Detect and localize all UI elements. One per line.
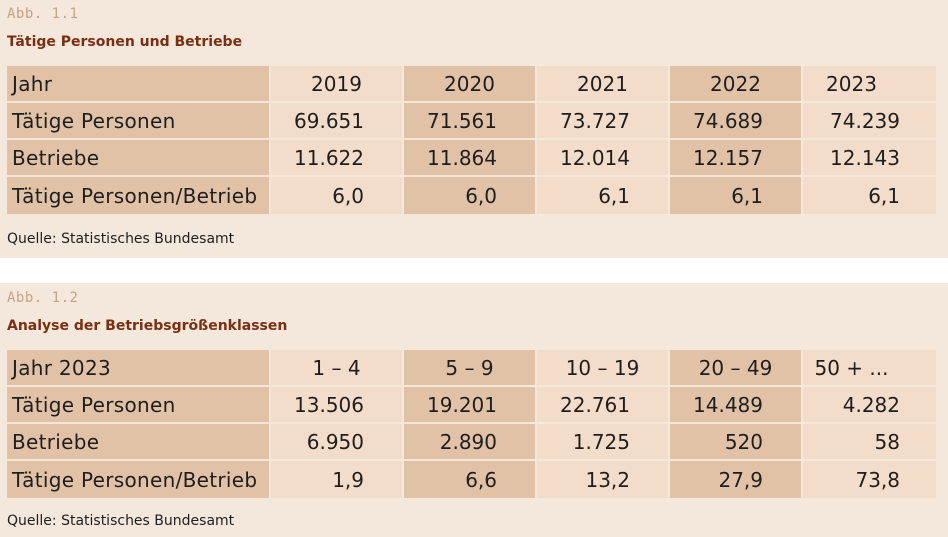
header-cell: 1 – 4	[271, 350, 404, 387]
table-cell: 6,1	[537, 177, 670, 214]
table-cell: 2.890	[404, 424, 537, 461]
table-header-row: Jahr 2023 1 – 4 5 – 9 10 – 19 20 – 49 50…	[7, 350, 936, 387]
table-row: Tätige Personen/Betrieb 1,9 6,6 13,2 27,…	[7, 461, 936, 498]
table-cell: 12.143	[803, 140, 936, 177]
table-cell: 71.561	[404, 103, 537, 140]
row-label: Betriebe	[7, 424, 271, 461]
table-cell: 74.239	[803, 103, 936, 140]
table-cell: 74.689	[670, 103, 803, 140]
row-label: Betriebe	[7, 140, 271, 177]
data-table: Jahr 2019 2020 2021 2022 2023 Tätige Per…	[7, 66, 936, 214]
table-cell: 6.950	[271, 424, 404, 461]
row-label: Tätige Personen/Betrieb	[7, 177, 271, 214]
source-note: Quelle: Statistisches Bundesamt	[7, 231, 235, 247]
table-cell: 1.725	[537, 424, 670, 461]
figure-number: Abb. 1.2	[7, 290, 79, 306]
header-cell: 2021	[537, 66, 670, 103]
table-cell: 73.727	[537, 103, 670, 140]
table-header-row: Jahr 2019 2020 2021 2022 2023	[7, 66, 936, 103]
table-row: Betriebe 11.622 11.864 12.014 12.157 12.…	[7, 140, 936, 177]
figure-title: Analyse der Betriebsgrößenklassen	[7, 318, 288, 334]
header-cell: 50 + ...	[803, 350, 936, 387]
table-cell: 22.761	[537, 387, 670, 424]
table-cell: 6,0	[271, 177, 404, 214]
header-cell: 2022	[670, 66, 803, 103]
table-cell: 58	[803, 424, 936, 461]
table-cell: 13,2	[537, 461, 670, 498]
table-cell: 11.622	[271, 140, 404, 177]
table-cell: 520	[670, 424, 803, 461]
row-label: Tätige Personen/Betrieb	[7, 461, 271, 498]
table-cell: 4.282	[803, 387, 936, 424]
table-cell: 69.651	[271, 103, 404, 140]
table-cell: 12.157	[670, 140, 803, 177]
header-cell: 20 – 49	[670, 350, 803, 387]
header-cell: Jahr 2023	[7, 350, 271, 387]
header-cell: 2019	[271, 66, 404, 103]
header-cell: 5 – 9	[404, 350, 537, 387]
table-cell: 1,9	[271, 461, 404, 498]
row-label: Tätige Personen	[7, 103, 271, 140]
table-cell: 6,0	[404, 177, 537, 214]
header-cell: 10 – 19	[537, 350, 670, 387]
table-row: Tätige Personen 69.651 71.561 73.727 74.…	[7, 103, 936, 140]
table-row: Betriebe 6.950 2.890 1.725 520 58	[7, 424, 936, 461]
figure-title: Tätige Personen und Betriebe	[7, 34, 243, 50]
row-label: Tätige Personen	[7, 387, 271, 424]
table-cell: 12.014	[537, 140, 670, 177]
table-cell: 27,9	[670, 461, 803, 498]
table-cell: 6,6	[404, 461, 537, 498]
table-cell: 6,1	[803, 177, 936, 214]
table-row: Tätige Personen 13.506 19.201 22.761 14.…	[7, 387, 936, 424]
table-cell: 14.489	[670, 387, 803, 424]
figure-number: Abb. 1.1	[7, 6, 79, 22]
header-cell: 2023	[803, 66, 936, 103]
figure-1-panel: Abb. 1.1 Tätige Personen und Betriebe Ja…	[0, 0, 948, 258]
header-cell: Jahr	[7, 66, 271, 103]
source-note: Quelle: Statistisches Bundesamt	[7, 513, 235, 529]
table-cell: 73,8	[803, 461, 936, 498]
table-row: Tätige Personen/Betrieb 6,0 6,0 6,1 6,1 …	[7, 177, 936, 214]
data-table: Jahr 2023 1 – 4 5 – 9 10 – 19 20 – 49 50…	[7, 350, 936, 498]
table-cell: 11.864	[404, 140, 537, 177]
table-cell: 13.506	[271, 387, 404, 424]
figure-2-panel: Abb. 1.2 Analyse der Betriebsgrößenklass…	[0, 283, 948, 537]
header-cell: 2020	[404, 66, 537, 103]
table-cell: 19.201	[404, 387, 537, 424]
table-cell: 6,1	[670, 177, 803, 214]
